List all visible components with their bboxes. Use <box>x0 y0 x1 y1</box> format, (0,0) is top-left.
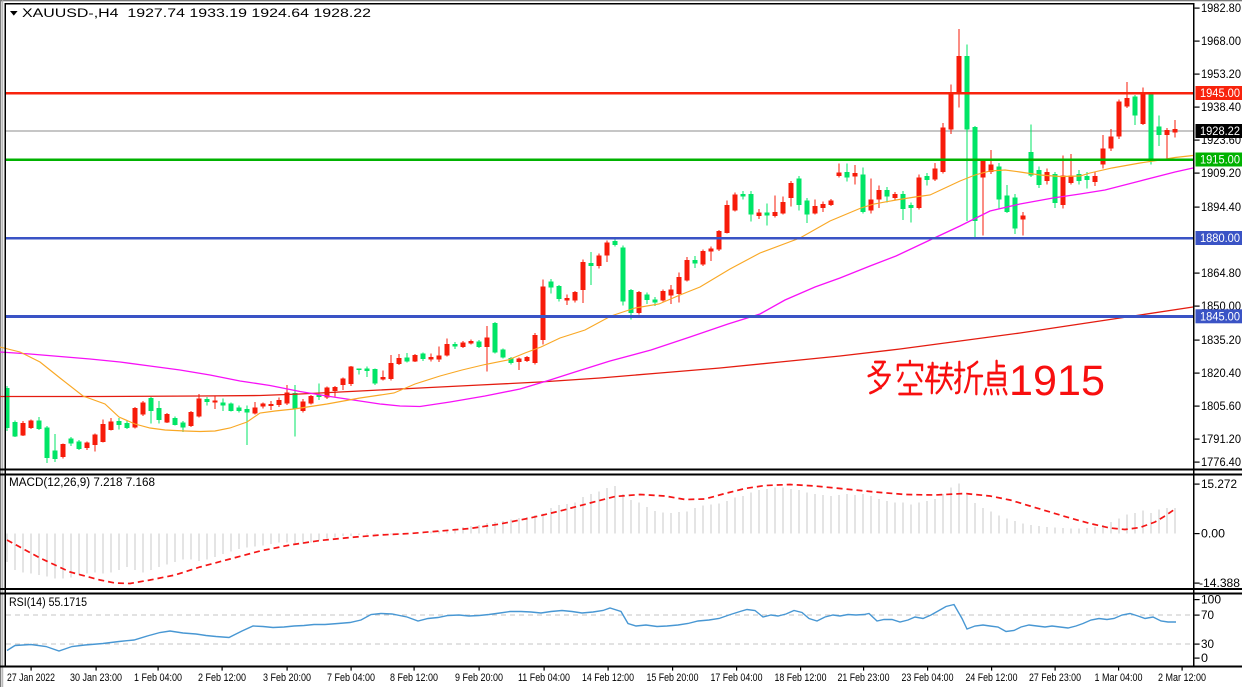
svg-text:1 Feb 04:00: 1 Feb 04:00 <box>134 672 182 684</box>
svg-text:1864.80: 1864.80 <box>1201 268 1241 280</box>
svg-text:1880.00: 1880.00 <box>1200 233 1240 245</box>
svg-text:1894.40: 1894.40 <box>1201 202 1241 214</box>
svg-text:2 Feb 12:00: 2 Feb 12:00 <box>198 672 246 684</box>
svg-text:1791.20: 1791.20 <box>1201 434 1241 446</box>
svg-text:RSI(14) 55.1715: RSI(14) 55.1715 <box>9 597 87 609</box>
svg-text:70: 70 <box>1201 610 1214 622</box>
svg-text:1835.20: 1835.20 <box>1201 335 1241 347</box>
svg-text:MACD(12,26,9) 7.218 7.168: MACD(12,26,9) 7.218 7.168 <box>9 477 155 489</box>
svg-text:2 Mar 12:00: 2 Mar 12:00 <box>1158 672 1206 684</box>
svg-text:24 Feb 12:00: 24 Feb 12:00 <box>966 672 1018 684</box>
svg-text:15.272: 15.272 <box>1201 479 1237 491</box>
svg-text:7 Feb 04:00: 7 Feb 04:00 <box>327 672 375 684</box>
svg-text:3 Feb 20:00: 3 Feb 20:00 <box>263 672 311 684</box>
svg-text:1915.00: 1915.00 <box>1200 155 1240 167</box>
svg-text:1928.22: 1928.22 <box>1200 126 1240 138</box>
svg-text:27 Feb 23:00: 27 Feb 23:00 <box>1029 672 1081 684</box>
svg-text:XAUUSD-,H4 1927.74 1933.19 19: XAUUSD-,H4 1927.74 1933.19 1924.64 1928.… <box>22 8 371 20</box>
svg-text:1776.40: 1776.40 <box>1201 457 1241 469</box>
svg-text:1968.00: 1968.00 <box>1201 36 1241 48</box>
svg-text:23 Feb 04:00: 23 Feb 04:00 <box>902 672 954 684</box>
svg-text:100: 100 <box>1201 595 1221 607</box>
svg-text:1 Mar 04:00: 1 Mar 04:00 <box>1095 672 1143 684</box>
svg-text:1805.60: 1805.60 <box>1201 401 1241 413</box>
svg-text:1845.00: 1845.00 <box>1200 311 1240 323</box>
svg-text:-14.388: -14.388 <box>1199 578 1240 590</box>
svg-text:17 Feb 04:00: 17 Feb 04:00 <box>711 672 763 684</box>
svg-text:14 Feb 12:00: 14 Feb 12:00 <box>582 672 634 684</box>
svg-text:30 Jan 23:00: 30 Jan 23:00 <box>70 672 122 684</box>
svg-text:1938.40: 1938.40 <box>1201 102 1241 114</box>
svg-text:21 Feb 23:00: 21 Feb 23:00 <box>838 672 890 684</box>
svg-text:27 Jan 2022: 27 Jan 2022 <box>7 672 55 684</box>
svg-text:30: 30 <box>1201 639 1214 651</box>
svg-text:1945.00: 1945.00 <box>1200 88 1240 100</box>
svg-text:9 Feb 20:00: 9 Feb 20:00 <box>455 672 503 684</box>
svg-text:1820.40: 1820.40 <box>1201 368 1241 380</box>
svg-text:1953.20: 1953.20 <box>1201 69 1241 81</box>
svg-text:1915: 1915 <box>1009 357 1105 405</box>
svg-text:8 Feb 12:00: 8 Feb 12:00 <box>390 672 438 684</box>
svg-text:0.00: 0.00 <box>1201 529 1225 541</box>
svg-text:15 Feb 20:00: 15 Feb 20:00 <box>647 672 699 684</box>
svg-text:11 Feb 04:00: 11 Feb 04:00 <box>518 672 570 684</box>
svg-text:0: 0 <box>1201 653 1208 665</box>
svg-text:1982.80: 1982.80 <box>1201 3 1241 15</box>
svg-text:1909.20: 1909.20 <box>1201 168 1241 180</box>
svg-text:18 Feb 12:00: 18 Feb 12:00 <box>775 672 827 684</box>
